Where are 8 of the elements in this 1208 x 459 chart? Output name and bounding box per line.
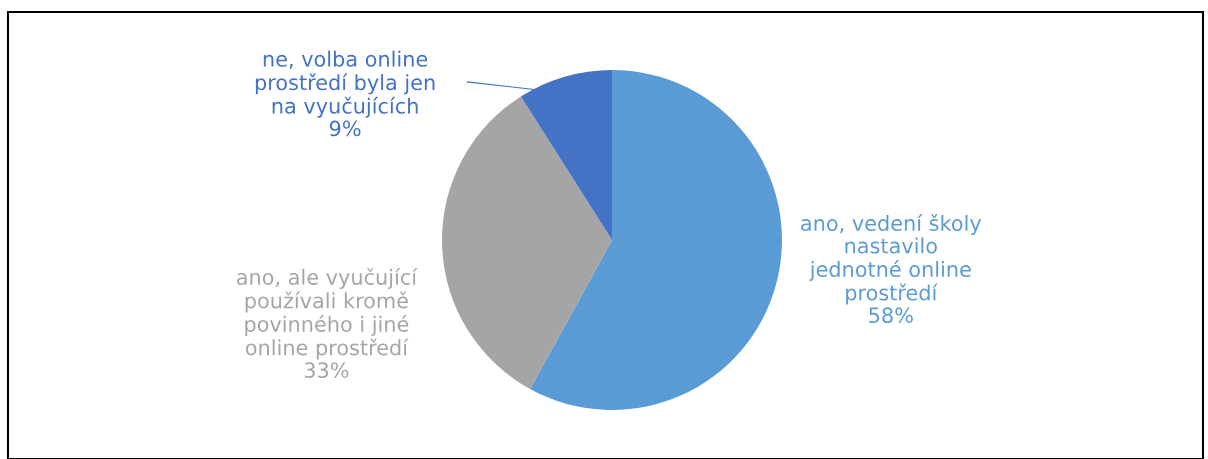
data-label: 33% bbox=[304, 362, 349, 378]
pie-slice bbox=[442, 96, 612, 389]
slice-label: ano, ale vyučující používali kromě povinného i jiné online prostředí bbox=[237, 267, 418, 360]
pie-slice bbox=[530, 70, 782, 410]
slice-label: ano, vedení školy nastavilo jednotné online prostředí bbox=[801, 214, 982, 305]
legend-label: ne, volba online prostředí byla jen na vyučujících bbox=[255, 50, 435, 118]
data-label: 58% bbox=[869, 307, 913, 324]
data-label: 9% bbox=[329, 120, 361, 137]
